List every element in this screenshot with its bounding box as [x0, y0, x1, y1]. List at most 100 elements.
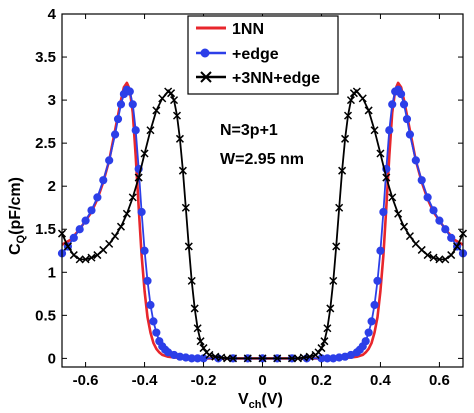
point-edge	[441, 225, 450, 234]
x-tick-label: 0.6	[429, 372, 450, 389]
point-edge	[396, 89, 406, 99]
point-3nn-edge	[175, 134, 184, 143]
point-3nn-edge	[411, 239, 420, 248]
point-edge	[93, 193, 102, 202]
point-3nn-edge	[364, 106, 373, 115]
x-tick-label: -0.2	[191, 372, 217, 389]
point-3nn-edge	[181, 203, 190, 212]
point-edge	[128, 100, 137, 109]
ticks-layer: -0.6 -0.4 -0.2 0 0.2 0.4 0.6 0 0.5 1 1.5 2 2.5 3 3.5 4	[35, 6, 463, 389]
point-3nn-edge	[228, 354, 238, 363]
y-tick-label: 3	[48, 92, 56, 109]
point-edge	[376, 246, 385, 255]
annotation-n: N=3p+1	[220, 122, 278, 139]
point-3nn-edge	[193, 324, 202, 333]
y-axis-label-main: C	[7, 243, 24, 255]
series-layer	[57, 81, 468, 363]
point-edge	[364, 328, 373, 337]
point-3nn-edge	[326, 304, 335, 313]
point-3nn-edge	[405, 232, 414, 241]
point-edge	[411, 156, 420, 165]
point-edge	[105, 156, 114, 165]
x-axis-label: Vch(V)	[238, 391, 283, 411]
point-edge	[417, 176, 426, 185]
point-3nn-edge	[105, 239, 114, 248]
x-tick-label: 0.4	[370, 372, 392, 389]
point-edge	[99, 176, 108, 185]
y-axis-label-sub: Q	[15, 234, 27, 243]
point-edge	[87, 206, 96, 215]
y-tick-label: 4	[48, 6, 57, 23]
y-tick-label: 2.5	[35, 135, 56, 152]
point-3nn-edge	[423, 251, 432, 260]
y-tick-label: 1.5	[35, 221, 56, 238]
point-edge	[110, 130, 120, 139]
legend: 1NN +edge +3NN+edge	[187, 15, 339, 95]
y-tick-label: 0	[48, 350, 56, 367]
point-3nn-edge	[87, 253, 96, 262]
point-3nn-edge	[346, 96, 355, 105]
point-3nn-edge	[158, 94, 167, 103]
y-axis-label: CQ(pF/cm)	[7, 177, 27, 255]
point-edge	[125, 87, 134, 96]
point-3nn-edge	[63, 242, 72, 251]
y-tick-label: 1	[48, 264, 56, 281]
legend-label-edge: +edge	[232, 46, 279, 63]
legend-label-3nn: +3NN+edge	[232, 70, 320, 87]
point-edge	[388, 100, 397, 109]
point-edge	[435, 216, 444, 225]
point-3nn-edge	[341, 134, 350, 143]
point-3nn-edge	[388, 193, 397, 202]
point-3nn-edge	[134, 173, 143, 182]
point-3nn-edge	[258, 354, 267, 363]
point-3nn-edge	[329, 276, 338, 285]
point-3nn-edge	[205, 350, 214, 359]
point-edge	[373, 276, 382, 286]
y-tick-label: 3.5	[35, 49, 56, 66]
x-tick-label: -0.6	[73, 372, 99, 389]
point-3nn-edge	[184, 242, 193, 251]
point-3nn-edge	[338, 166, 347, 175]
point-3nn-edge	[453, 242, 462, 251]
point-edge	[361, 337, 370, 346]
point-edge	[146, 300, 155, 310]
plot-frame	[61, 13, 464, 368]
point-edge	[367, 317, 376, 326]
point-3nn-edge	[167, 89, 176, 98]
point-edge	[152, 328, 161, 337]
point-edge	[140, 246, 149, 255]
point-3nn-edge	[243, 354, 252, 363]
point-3nn-edge	[116, 222, 126, 231]
point-3nn-edge	[435, 255, 444, 264]
point-3nn-edge	[196, 337, 205, 346]
point-edge	[75, 225, 84, 234]
x-tick-label: -0.4	[132, 372, 159, 389]
point-3nn-edge	[382, 173, 391, 182]
point-3nn-edge	[190, 304, 199, 313]
point-3nn-edge	[447, 251, 456, 260]
point-edge	[423, 193, 432, 202]
x-axis-label-main: V	[238, 391, 249, 408]
point-3nn-edge	[320, 337, 329, 346]
y-axis-label-unit: (pF/cm)	[7, 177, 24, 235]
point-3nn-edge	[111, 232, 120, 241]
point-3nn-edge	[441, 255, 450, 264]
point-3nn-edge	[187, 276, 196, 285]
point-3nn-edge	[122, 209, 131, 218]
x-tick-label: 0	[258, 372, 266, 389]
point-3nn-edge	[81, 255, 90, 264]
point-3nn-edge	[399, 222, 409, 231]
point-3nn-edge	[358, 94, 367, 103]
point-3nn-edge	[172, 111, 182, 120]
legend-label-1nn: 1NN	[232, 21, 264, 38]
x-axis-label-sub: ch	[249, 399, 262, 411]
point-3nn-edge	[223, 354, 232, 363]
point-edge	[370, 300, 379, 310]
point-3nn-edge	[128, 193, 137, 202]
point-3nn-edge	[352, 87, 361, 96]
point-3nn-edge	[287, 354, 297, 363]
series-3nn-edge	[57, 87, 468, 363]
annotation-w: W=2.95 nm	[220, 151, 304, 168]
point-3nn-edge	[152, 106, 161, 115]
